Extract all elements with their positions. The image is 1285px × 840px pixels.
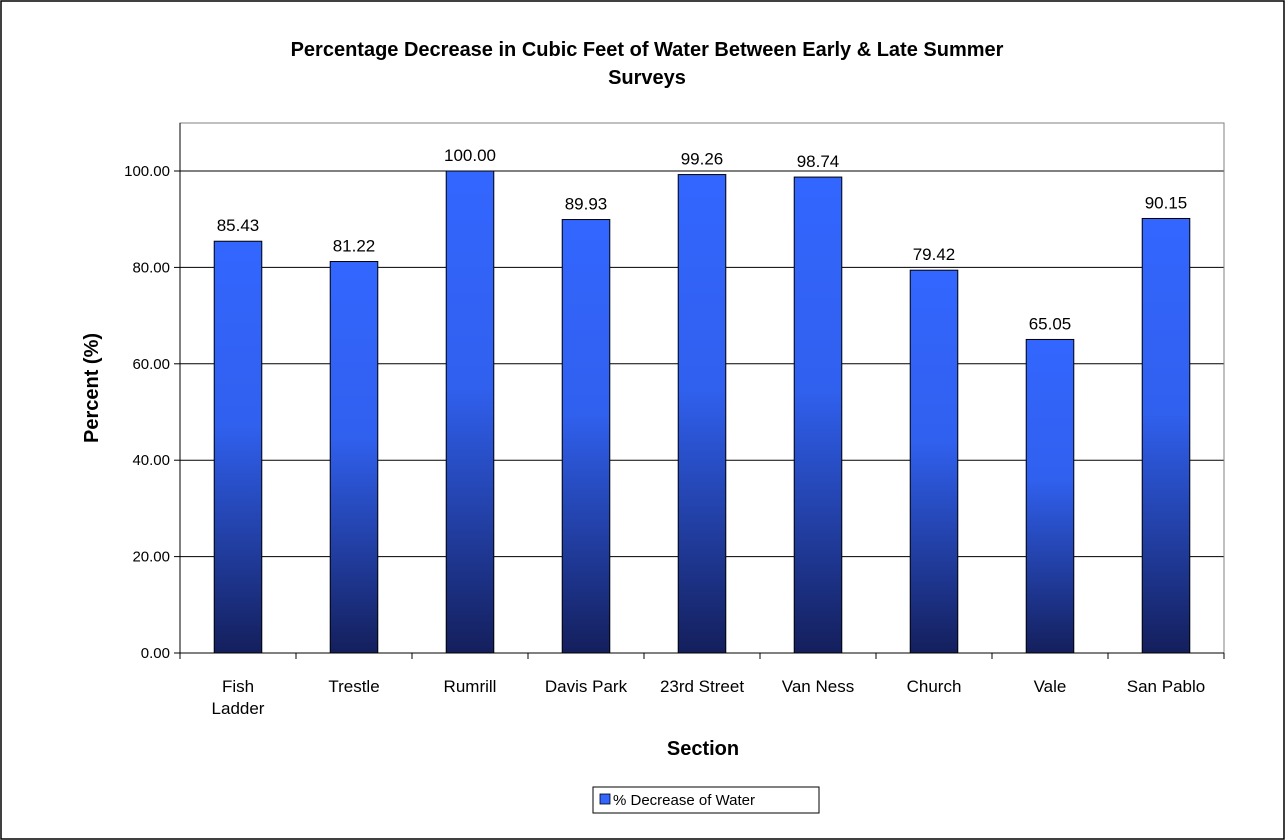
y-tick-label: 60.00 — [132, 356, 170, 373]
bar — [1025, 338, 1075, 654]
chart-title-line-1: Percentage Decrease in Cubic Feet of Wat… — [291, 39, 1004, 61]
x-axis-title: Section — [667, 738, 739, 760]
data-label: 89.93 — [565, 195, 608, 214]
x-tick-label: San Pablo — [1127, 677, 1205, 696]
bar — [793, 176, 843, 654]
y-tick-label: 80.00 — [132, 259, 170, 276]
legend-swatch — [599, 793, 611, 805]
bar — [445, 170, 495, 654]
data-label: 98.74 — [797, 152, 840, 171]
data-label: 100.00 — [444, 146, 496, 165]
y-axis-title: Percent (%) — [81, 333, 103, 443]
bars — [213, 170, 1191, 654]
data-labels: 85.43 81.22 100.00 89.93 99.26 98.74 79.42 65.0… — [217, 146, 1188, 333]
bar — [1141, 217, 1191, 654]
x-tick-label: Van Ness — [782, 677, 854, 696]
chart-title-line-2: Surveys — [608, 67, 686, 89]
y-tick-label: 0.00 — [141, 645, 170, 662]
x-tick-label: 23rd Street — [660, 677, 744, 696]
data-label: 99.26 — [681, 150, 724, 169]
legend-label: % Decrease of Water — [613, 792, 755, 809]
y-tick-label: 100.00 — [124, 163, 170, 180]
data-label: 85.43 — [217, 216, 260, 235]
y-tick-label: 20.00 — [132, 549, 170, 566]
x-tick-label: Rumrill — [444, 677, 497, 696]
bar — [329, 261, 379, 654]
bar — [213, 240, 263, 654]
legend-box — [592, 786, 820, 814]
x-ticks: Fish Ladder Trestle Rumrill Davis Park 23rd S… — [179, 653, 1225, 718]
y-ticks: 0.00 20.00 40.00 60.00 80.00 100.00 — [124, 163, 180, 662]
x-tick-label: Davis Park — [545, 677, 628, 696]
data-label: 81.22 — [333, 237, 376, 256]
x-tick-label: Church — [907, 677, 962, 696]
x-tick-label: Ladder — [212, 699, 265, 718]
bar — [677, 174, 727, 654]
data-label: 90.15 — [1145, 193, 1188, 212]
x-tick-label: Trestle — [328, 677, 379, 696]
data-label: 65.05 — [1029, 314, 1072, 333]
y-tick-label: 40.00 — [132, 452, 170, 469]
bar — [909, 269, 959, 654]
x-tick-label: Fish — [222, 677, 254, 696]
bar — [561, 219, 611, 654]
data-label: 79.42 — [913, 245, 956, 264]
x-tick-label: Vale — [1034, 677, 1067, 696]
legend: % Decrease of Water — [592, 786, 820, 814]
